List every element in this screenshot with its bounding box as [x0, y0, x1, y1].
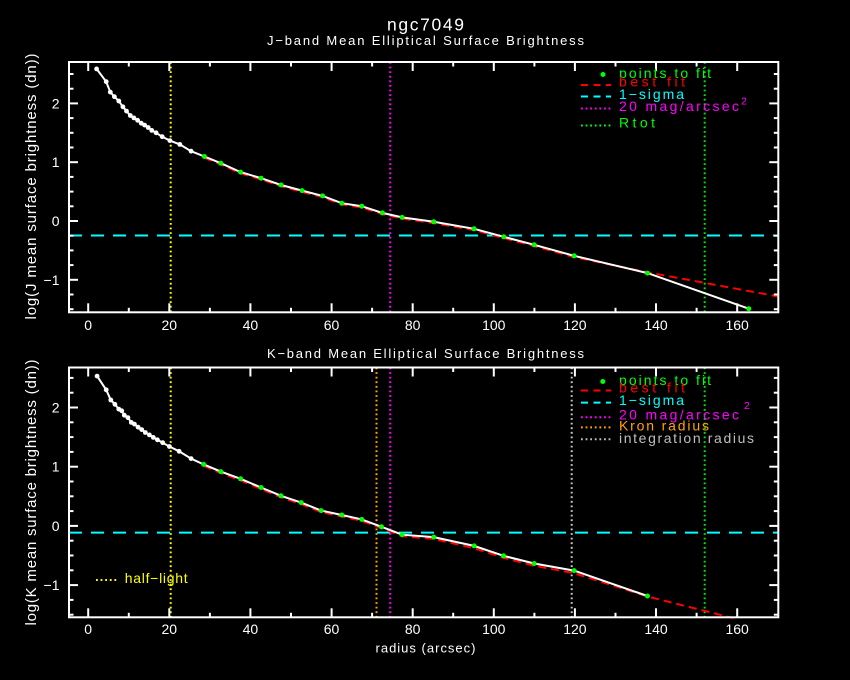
svg-text:0: 0 [52, 518, 60, 534]
svg-text:20 mag/arcsec: 20 mag/arcsec [619, 98, 739, 114]
svg-text:Kron radius: Kron radius [619, 418, 709, 434]
svg-text:0: 0 [84, 317, 92, 333]
svg-text:2: 2 [52, 400, 60, 416]
svg-text:2: 2 [744, 400, 750, 412]
svg-text:J−band Mean Elliptical Surface: J−band Mean Elliptical Surface Brightnes… [267, 33, 585, 48]
svg-text:best fit: best fit [619, 380, 685, 396]
svg-text:20: 20 [162, 621, 178, 637]
svg-text:100: 100 [482, 621, 506, 637]
svg-text:radius (arcsec): radius (arcsec) [376, 641, 476, 656]
svg-text:140: 140 [644, 317, 668, 333]
svg-text:integration radius: integration radius [619, 430, 754, 446]
svg-text:0: 0 [84, 621, 92, 637]
svg-text:20: 20 [162, 317, 178, 333]
svg-text:140: 140 [644, 621, 668, 637]
svg-text:80: 80 [405, 621, 421, 637]
svg-text:2: 2 [52, 95, 60, 111]
svg-text:1: 1 [52, 154, 60, 170]
svg-text:120: 120 [563, 317, 587, 333]
svg-text:log(K mean surface brightness: log(K mean surface brightness (dn)) [23, 360, 40, 626]
svg-text:2: 2 [741, 96, 747, 108]
svg-text:160: 160 [725, 621, 749, 637]
svg-text:−1: −1 [44, 272, 60, 288]
svg-text:40: 40 [243, 621, 259, 637]
svg-text:20 mag/arcsec: 20 mag/arcsec [619, 407, 739, 423]
svg-text:−1: −1 [44, 577, 60, 593]
svg-text:100: 100 [482, 317, 506, 333]
svg-text:60: 60 [324, 317, 340, 333]
svg-text:half−light: half−light [125, 570, 188, 586]
svg-text:80: 80 [405, 317, 421, 333]
svg-text:K−band Mean Elliptical Surface: K−band Mean Elliptical Surface Brightnes… [267, 346, 585, 361]
svg-text:160: 160 [725, 317, 749, 333]
svg-text:1: 1 [52, 459, 60, 475]
svg-text:120: 120 [563, 621, 587, 637]
svg-text:best fit: best fit [619, 74, 685, 90]
svg-text:40: 40 [243, 317, 259, 333]
svg-text:0: 0 [52, 213, 60, 229]
svg-text:ngc7049: ngc7049 [387, 15, 464, 35]
svg-text:log(J mean surface brightness: log(J mean surface brightness (dn)) [23, 54, 40, 320]
svg-text:60: 60 [324, 621, 340, 637]
